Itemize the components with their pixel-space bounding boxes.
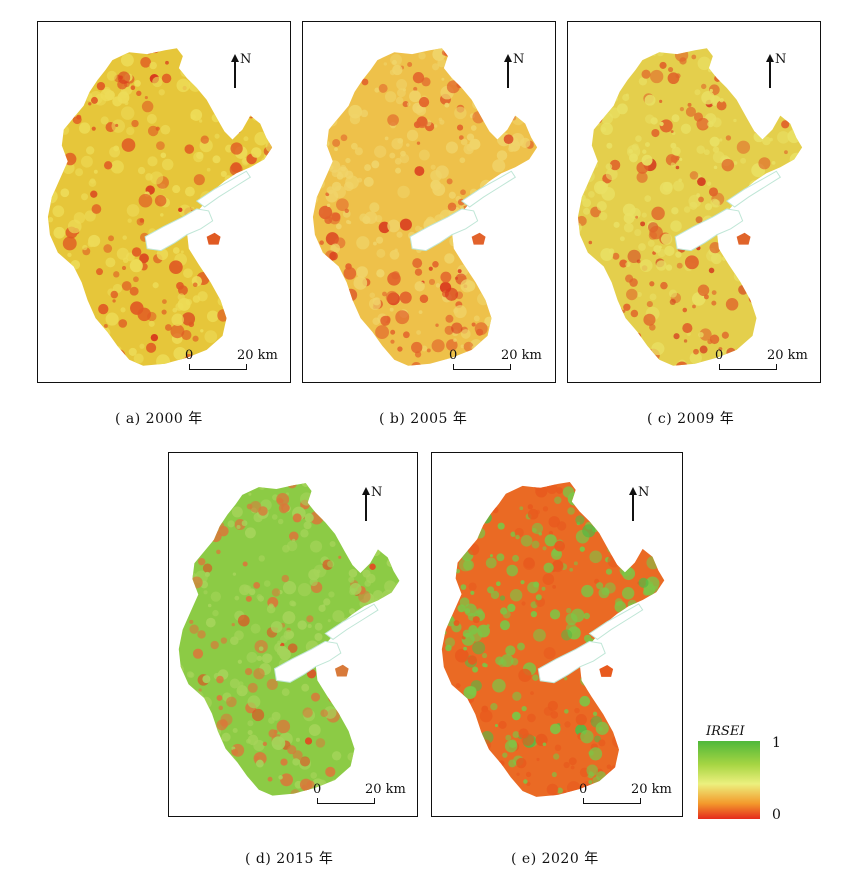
caption-2000: ( a) 2000 年 [115, 411, 203, 427]
legend-max-label: 1 [772, 735, 781, 751]
irsei-legend: IRSEI 1 0 [692, 724, 788, 823]
scale-bar: 0 20 km [185, 348, 279, 372]
north-arrow-icon: N [766, 52, 790, 94]
scale-bar: 0 20 km [449, 348, 543, 372]
scale-bar: 0 20 km [715, 348, 809, 372]
map-panel-2015: N 0 20 km [168, 452, 418, 817]
caption-2005: ( b) 2005 年 [379, 411, 468, 427]
map-panel-2005: N 0 20 km [302, 21, 556, 383]
map-panel-2020: N 0 20 km [431, 452, 683, 817]
legend-title: IRSEI [706, 724, 745, 739]
irsei-map-2020 [441, 481, 665, 797]
north-arrow-icon: N [504, 52, 528, 94]
caption-2020: ( e) 2020 年 [511, 851, 599, 867]
caption-2015: ( d) 2015 年 [245, 851, 334, 867]
north-arrow-icon: N [362, 485, 386, 527]
irsei-map-2015 [178, 483, 400, 796]
irsei-map-2000 [47, 48, 273, 366]
map-panel-2000: N 0 20 km [37, 21, 291, 383]
map-panel-2009: N 0 20 km [567, 21, 821, 383]
irsei-map-2005 [312, 48, 538, 366]
north-arrow-icon: N [231, 52, 255, 94]
irsei-map-2009 [577, 48, 803, 366]
scale-bar: 0 20 km [579, 782, 673, 806]
legend-min-label: 0 [772, 807, 781, 823]
scale-bar: 0 20 km [313, 782, 407, 806]
north-arrow-icon: N [629, 485, 653, 527]
caption-2009: ( c) 2009 年 [647, 411, 735, 427]
legend-color-ramp [698, 741, 760, 819]
